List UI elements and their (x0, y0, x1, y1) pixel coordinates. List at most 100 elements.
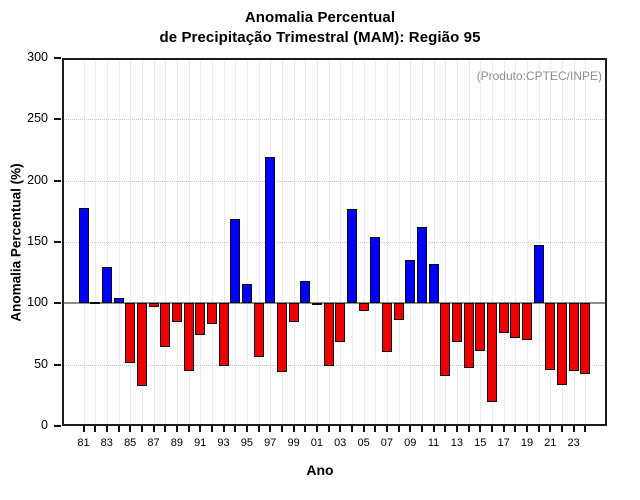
bar-87 (148, 303, 159, 307)
x-tick-18 (514, 426, 517, 432)
x-tick-81 (82, 426, 85, 432)
bar-17 (498, 303, 509, 333)
h-gridline-250 (62, 119, 607, 121)
bar-09 (405, 260, 416, 304)
x-tick-90 (187, 426, 190, 432)
x-tick-00 (304, 426, 307, 432)
chart-title-line1: Anomalia Percentual (244, 9, 396, 26)
x-tick-12 (444, 426, 447, 432)
y-tick-0 (54, 425, 61, 427)
x-tick-24 (584, 426, 587, 432)
bar-95 (241, 283, 252, 304)
x-tick-label-85: 85 (124, 437, 137, 449)
chart-title-line2: de Precipitação Trimestral (MAM): Região… (159, 29, 481, 46)
x-tick-99 (292, 426, 295, 432)
bar-01 (311, 302, 322, 305)
x-tick-02 (327, 426, 330, 432)
bar-85 (125, 303, 136, 364)
bar-83 (101, 266, 112, 304)
bar-99 (288, 303, 299, 322)
x-tick-87 (152, 426, 155, 432)
x-tick-96 (257, 426, 260, 432)
x-tick-10 (420, 426, 423, 432)
bar-14 (463, 303, 474, 368)
y-tick-50 (54, 363, 61, 366)
x-tick-11 (432, 426, 435, 432)
x-tick-08 (397, 426, 400, 432)
x-tick-label-13: 13 (450, 437, 464, 449)
bar-84 (113, 298, 124, 304)
bar-16 (486, 303, 497, 402)
x-tick-label-15: 15 (474, 437, 487, 449)
bar-12 (440, 303, 451, 377)
bar-10 (416, 227, 427, 304)
bar-86 (136, 303, 147, 387)
x-tick-label-09: 09 (404, 437, 417, 449)
bar-22 (557, 303, 567, 386)
x-tick-21 (549, 426, 552, 432)
x-tick-label-07: 07 (380, 437, 394, 449)
bar-05 (358, 303, 369, 311)
x-tick-86 (140, 426, 143, 432)
x-tick-09 (409, 426, 412, 432)
x-tick-label-01: 01 (310, 437, 324, 449)
x-tick-22 (561, 426, 563, 432)
x-tick-15 (479, 426, 482, 432)
x-tick-label-17: 17 (497, 437, 510, 449)
x-tick-01 (315, 426, 318, 432)
x-tick-label-03: 03 (334, 437, 347, 449)
bar-23 (568, 303, 579, 372)
x-tick-88 (164, 426, 167, 432)
bar-06 (370, 237, 381, 304)
x-tick-97 (269, 426, 272, 432)
y-tick-label-200: 200 (27, 172, 48, 187)
x-tick-label-89: 89 (170, 437, 184, 449)
bar-18 (510, 303, 521, 338)
x-tick-06 (374, 426, 377, 432)
h-gridline-50 (62, 364, 607, 366)
h-gridline-200 (62, 180, 607, 182)
x-tick-label-05: 05 (357, 437, 370, 449)
y-tick-label-50: 50 (34, 356, 48, 371)
bar-03 (335, 303, 346, 342)
bar-90 (183, 303, 194, 372)
bar-04 (346, 208, 357, 304)
x-tick-17 (502, 426, 505, 432)
bar-93 (218, 303, 229, 366)
x-tick-label-97: 97 (264, 437, 277, 449)
plot-area: (Produto:CPTEC/INPE) (62, 58, 607, 426)
x-tick-85 (129, 426, 132, 432)
bar-94 (230, 218, 241, 304)
x-tick-label-21: 21 (544, 437, 557, 449)
x-tick-95 (245, 426, 248, 432)
bar-08 (393, 303, 404, 321)
x-tick-label-19: 19 (520, 437, 534, 449)
x-tick-label-91: 91 (194, 437, 207, 449)
y-tick-150 (54, 241, 61, 243)
x-tick-label-23: 23 (567, 437, 580, 449)
bar-97 (265, 157, 276, 304)
y-tick-label-150: 150 (27, 234, 48, 248)
bar-24 (580, 303, 591, 375)
x-tick-label-11: 11 (427, 437, 440, 449)
x-tick-23 (572, 426, 575, 432)
x-tick-94 (234, 426, 237, 432)
bar-89 (171, 303, 182, 322)
h-gridline-150 (62, 242, 607, 243)
bar-15 (475, 303, 486, 352)
bar-92 (206, 303, 217, 325)
x-tick-label-93: 93 (217, 437, 230, 449)
bar-96 (253, 303, 264, 358)
baseline-100 (62, 302, 607, 305)
bar-07 (381, 303, 392, 352)
watermark-label: (Produto:CPTEC/INPE) (476, 69, 602, 83)
y-tick-250 (54, 118, 61, 121)
x-tick-03 (339, 426, 342, 432)
bar-82 (90, 302, 101, 305)
y-tick-label-100: 100 (27, 295, 48, 310)
bar-13 (451, 303, 462, 342)
y-tick-label-0: 0 (41, 418, 48, 432)
x-tick-93 (222, 426, 225, 432)
bar-21 (545, 303, 556, 371)
x-tick-19 (526, 426, 528, 432)
